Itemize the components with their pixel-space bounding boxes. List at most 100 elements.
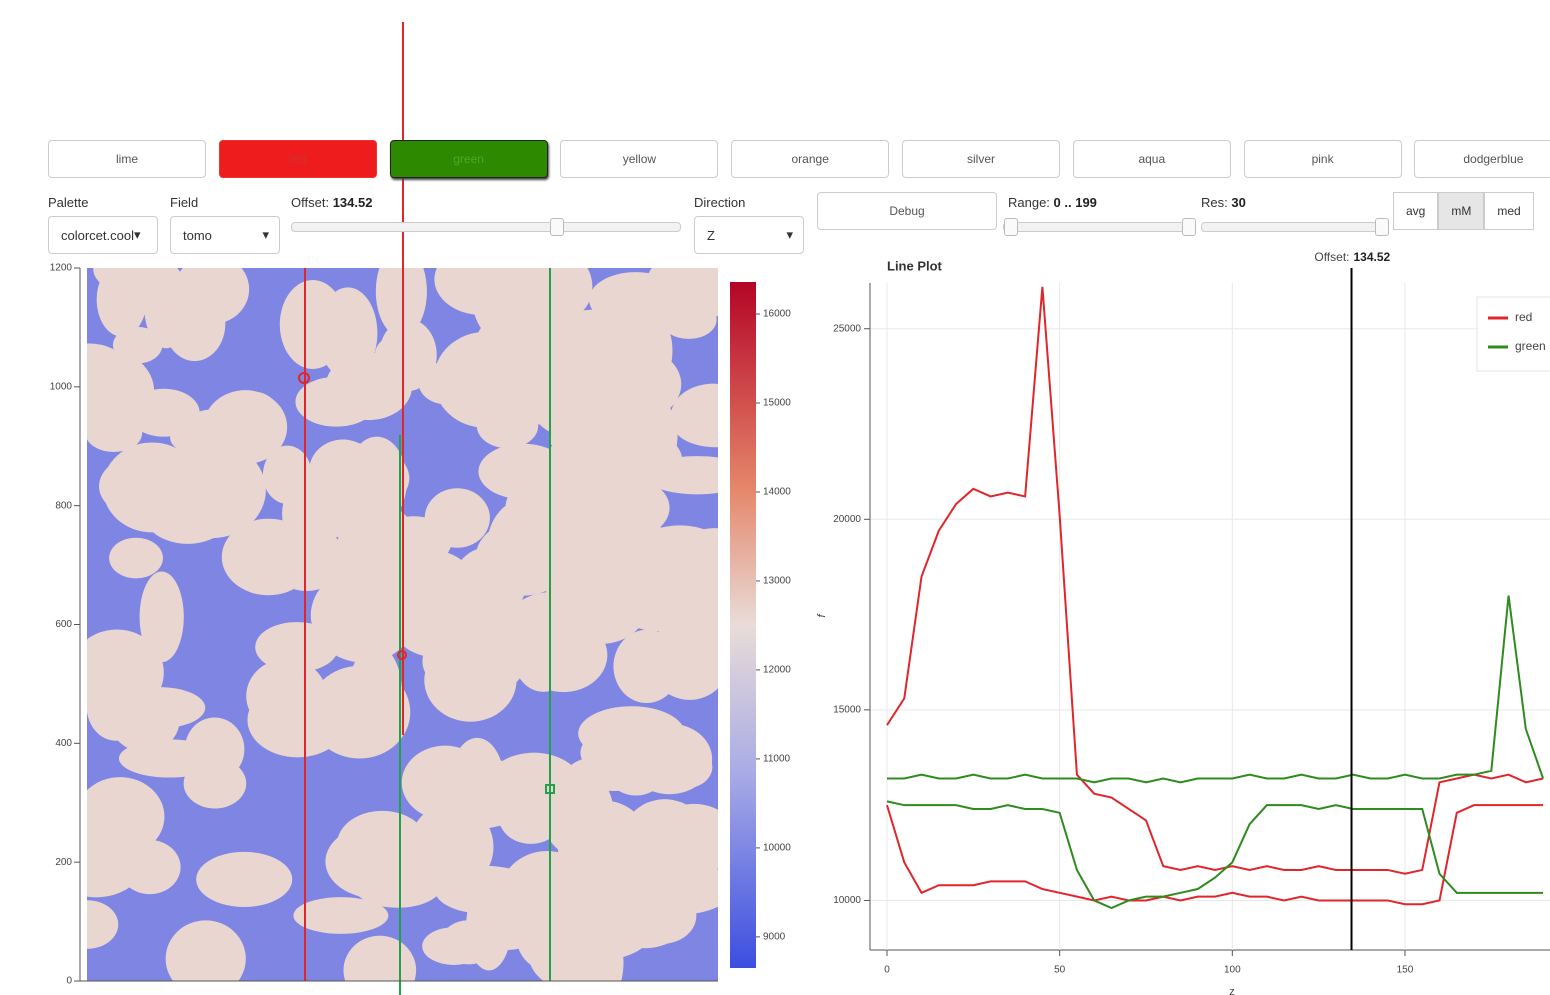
y-tick-label: 1200	[50, 263, 73, 274]
legend-label: green	[1515, 339, 1546, 353]
grain	[567, 754, 662, 791]
field-label: Field	[170, 195, 198, 210]
x-tick-label: 150	[1397, 965, 1414, 976]
y-tick-label: 10000	[833, 895, 861, 906]
grain	[422, 927, 486, 965]
debug-button[interactable]: Debug	[817, 192, 997, 230]
series-line	[887, 805, 1543, 904]
grain	[97, 263, 147, 337]
slider-knob[interactable]	[1375, 218, 1389, 236]
grain	[661, 301, 717, 339]
offset-control-label: Offset: 134.52	[291, 195, 372, 210]
slider-knob[interactable]	[550, 218, 564, 236]
x-axis-label: z	[1229, 986, 1235, 995]
grain	[456, 546, 535, 605]
direction-select[interactable]: Z▾	[694, 216, 804, 254]
direction-value: Z	[707, 228, 715, 243]
mode-button[interactable]: med	[1484, 192, 1533, 230]
color-button[interactable]: red	[219, 140, 377, 178]
grain	[516, 900, 597, 973]
direction-label: Direction	[694, 195, 745, 210]
y-tick-label: 400	[55, 738, 72, 749]
color-button[interactable]: yellow	[560, 140, 718, 178]
range-slider[interactable]	[1003, 222, 1195, 232]
palette-label: Palette	[48, 195, 88, 210]
grain	[578, 706, 684, 760]
grain	[143, 483, 232, 544]
grain	[56, 900, 119, 949]
x-tick-label: 0	[884, 965, 890, 976]
y-tick-label: 1000	[50, 381, 73, 392]
grain	[196, 852, 292, 907]
slider-knob[interactable]	[1182, 218, 1196, 236]
range-value: 0 .. 199	[1054, 195, 1097, 210]
res-label: Res:	[1201, 195, 1228, 210]
palette-select[interactable]: colorcet.cool▾	[48, 216, 158, 254]
grain	[109, 538, 163, 579]
y-tick-label: 200	[55, 857, 72, 868]
colorbar-tick-label: 14000	[763, 487, 791, 498]
colorbar-tick-label: 16000	[763, 309, 791, 320]
grain	[604, 813, 661, 883]
slider-knob[interactable]	[1004, 218, 1018, 236]
field-select[interactable]: tomo▾	[170, 216, 280, 254]
colorbar-tick-label: 9000	[763, 931, 786, 942]
colorbar	[730, 282, 756, 968]
image	[45, 244, 758, 995]
offset-label: Offset:	[291, 195, 329, 210]
offset-value: 134.52	[1354, 250, 1391, 264]
grain	[222, 519, 315, 596]
x-tick-label: 100	[1224, 965, 1241, 976]
offset-label: Offset:	[1314, 250, 1349, 264]
grain	[562, 474, 670, 542]
plot-title: Line Plot	[887, 258, 943, 273]
res-value: 30	[1231, 195, 1245, 210]
color-button[interactable]: lime	[48, 140, 206, 178]
grain	[298, 494, 367, 538]
grain	[376, 516, 452, 567]
color-button[interactable]: aqua	[1073, 140, 1231, 178]
grain	[319, 689, 366, 742]
grain	[176, 410, 249, 472]
grain	[280, 280, 346, 369]
color-button[interactable]: dodgerblue	[1414, 140, 1550, 178]
color-button[interactable]: orange	[731, 140, 889, 178]
grain	[295, 377, 377, 427]
grain	[450, 738, 504, 827]
offset-value: 134.52	[333, 195, 373, 210]
page: Line Plot f z 02004006008001000120090001…	[0, 0, 1550, 995]
mode-button[interactable]: mM	[1438, 192, 1484, 230]
palette-value: colorcet.cool	[61, 228, 134, 243]
mode-button[interactable]: avg	[1393, 192, 1438, 230]
grain	[325, 824, 432, 899]
grain	[375, 335, 423, 376]
color-button[interactable]: silver	[902, 140, 1060, 178]
y-tick-label: 800	[55, 500, 72, 511]
grain	[113, 687, 205, 728]
x-tick-label: 50	[1054, 965, 1066, 976]
grain	[449, 654, 521, 691]
grain	[476, 317, 531, 364]
color-button[interactable]: pink	[1244, 140, 1402, 178]
legend-label: red	[1515, 310, 1532, 324]
series-line	[887, 801, 1543, 908]
grain	[185, 718, 245, 781]
legend-box	[1477, 297, 1550, 371]
y-axis-label: f	[816, 614, 828, 618]
res-slider[interactable]	[1201, 222, 1388, 232]
series-line	[887, 287, 1543, 874]
colorbar-tick-label: 11000	[763, 754, 791, 765]
offset-slider[interactable]	[291, 222, 681, 232]
y-tick-label: 25000	[833, 323, 861, 334]
colorbar-tick-label: 13000	[763, 576, 791, 587]
field-value: tomo	[183, 228, 212, 243]
color-button[interactable]: green	[390, 140, 548, 178]
series-line	[887, 596, 1543, 783]
colorbar-tick-label: 15000	[763, 398, 791, 409]
line-layer	[870, 283, 1550, 950]
range-label: Range:	[1008, 195, 1050, 210]
y-tick-label: 0	[66, 976, 72, 987]
colorbar-tick-label: 10000	[763, 843, 791, 854]
range-control-label: Range: 0 .. 199	[1008, 195, 1097, 210]
